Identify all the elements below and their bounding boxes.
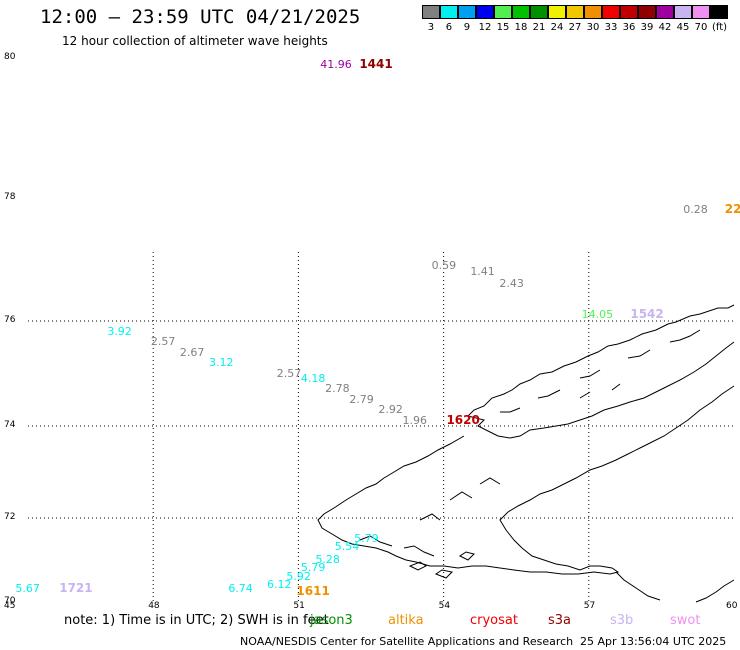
legend-unit: (ft) — [712, 22, 728, 33]
latitude-label: 70 — [4, 596, 16, 606]
legend-label: 3 — [427, 22, 435, 33]
southern-islands — [408, 551, 475, 579]
legend-label: 36 — [622, 22, 636, 33]
wave-height-value: 2.67 — [179, 345, 205, 359]
legend-swatch — [584, 5, 602, 19]
wave-height-value: 6.12 — [267, 578, 292, 592]
wave-height-value: 3.12 — [208, 356, 234, 369]
wave-height-value: 5.79 — [354, 532, 379, 545]
wave-height-value: 2.78 — [325, 382, 350, 396]
wave-height-value: 1.96 — [402, 413, 428, 427]
wave-height-value: 2.57 — [150, 335, 176, 348]
legend-swatch — [566, 5, 584, 19]
wave-height-value: 41.96 — [320, 58, 352, 71]
longitude-label: 57 — [583, 601, 596, 611]
wave-height-value: 5.28 — [315, 553, 340, 566]
legend-label: 39 — [640, 22, 654, 33]
latitude-label: 74 — [4, 420, 16, 430]
wave-height-value: 2.57 — [276, 366, 302, 380]
legend-swatch — [638, 5, 656, 19]
legend-swatch — [440, 5, 458, 19]
legend-swatch — [620, 5, 638, 19]
wave-height-value: 2.43 — [499, 277, 524, 291]
legend-swatch — [602, 5, 620, 19]
latitude-label: 80 — [4, 52, 16, 62]
graticule — [28, 252, 734, 602]
legend-label: 18 — [514, 22, 528, 33]
legend-label: 6 — [445, 22, 453, 33]
coastline — [317, 304, 735, 603]
legend-swatch — [674, 5, 692, 19]
longitude-label: 48 — [148, 601, 160, 611]
longitude-label: 54 — [438, 601, 451, 611]
legend-label: 9 — [463, 22, 471, 33]
south-island-inlets — [359, 477, 501, 557]
map-subtitle: 12 hour collection of altimeter wave hei… — [62, 34, 328, 48]
legend-label: 33 — [604, 22, 618, 33]
novaya-zemlya-south-island — [317, 385, 735, 575]
wave-height-value: 5.79 — [300, 561, 326, 575]
novaya-zemlya-coast-inner — [500, 329, 701, 413]
wave-height-value: 0.28 — [683, 203, 708, 217]
track-time-label: 1611 — [296, 583, 330, 598]
latitude-label: 78 — [4, 192, 16, 202]
wave-height-value: 2.92 — [378, 403, 403, 417]
wave-height-value: 3.92 — [107, 324, 132, 338]
track-time-label: 1542 — [630, 306, 664, 321]
legend-label: 24 — [550, 22, 564, 33]
legend-label: 70 — [694, 22, 708, 33]
wave-height-value: 5.92 — [286, 569, 311, 583]
legend-label: 21 — [532, 22, 546, 33]
satellite-label: swot — [670, 613, 701, 628]
satellite-label: cryosat — [470, 613, 518, 628]
wave-height-value: 0.59 — [431, 258, 457, 272]
longitude-label: 51 — [293, 601, 305, 611]
legend-swatch — [422, 5, 440, 19]
wave-height-value: 5.54 — [334, 540, 360, 554]
legend-label: 12 — [478, 22, 492, 33]
longitude-label: 45 — [4, 601, 16, 611]
legend-label: 15 — [496, 22, 510, 33]
satellite-label: s3a — [548, 613, 572, 628]
timestamp-text: 25 Apr 13:56:04 UTC 2025 — [580, 635, 727, 648]
track-time-label: 22 — [724, 202, 740, 217]
latitude-label: 76 — [4, 315, 16, 325]
legend-swatch — [458, 5, 476, 19]
longitude-label: 60 — [726, 601, 738, 611]
wave-height-value: 2.79 — [349, 392, 374, 406]
satellite-label: s3b — [610, 613, 634, 628]
note-text: note: 1) Time is in UTC; 2) SWH is in fe… — [64, 613, 329, 628]
satellite-label: altika — [388, 613, 424, 628]
map-title: 12:00 – 23:59 UTC 04/21/2025 — [40, 6, 361, 28]
wave-height-value: 5.67 — [15, 582, 40, 596]
legend-swatch — [710, 5, 728, 19]
legend-swatch — [530, 5, 548, 19]
wave-height-value: 1.41 — [470, 264, 495, 278]
latitude-label: 72 — [4, 512, 16, 522]
track-time-label: 1620 — [446, 412, 480, 427]
satellite-label: jason3 — [310, 613, 353, 628]
wave-height-value: 6.74 — [228, 582, 253, 596]
wave-height-value: 14.05 — [581, 307, 614, 321]
legend-label: 45 — [676, 22, 690, 33]
vaygach-mainland-coast — [615, 571, 735, 603]
track-time-label: 1441 — [359, 57, 393, 71]
satellite-legend: jason3 altika cryosat s3a s3b swot — [0, 613, 740, 631]
legend-swatch — [476, 5, 494, 19]
legend-swatch — [692, 5, 710, 19]
wave-height-value: 4.18 — [300, 371, 326, 385]
novaya-zemlya-north-island — [467, 304, 735, 439]
legend-swatch — [494, 5, 512, 19]
legend-swatch — [656, 5, 674, 19]
track-time-label: 1721 — [59, 581, 93, 596]
legend-swatch — [548, 5, 566, 19]
legend-swatch — [512, 5, 530, 19]
credit-text: NOAA/NESDIS Center for Satellite Applica… — [240, 635, 574, 648]
legend-label: 42 — [658, 22, 672, 33]
legend-label: 30 — [586, 22, 600, 33]
legend-label: 27 — [568, 22, 582, 33]
